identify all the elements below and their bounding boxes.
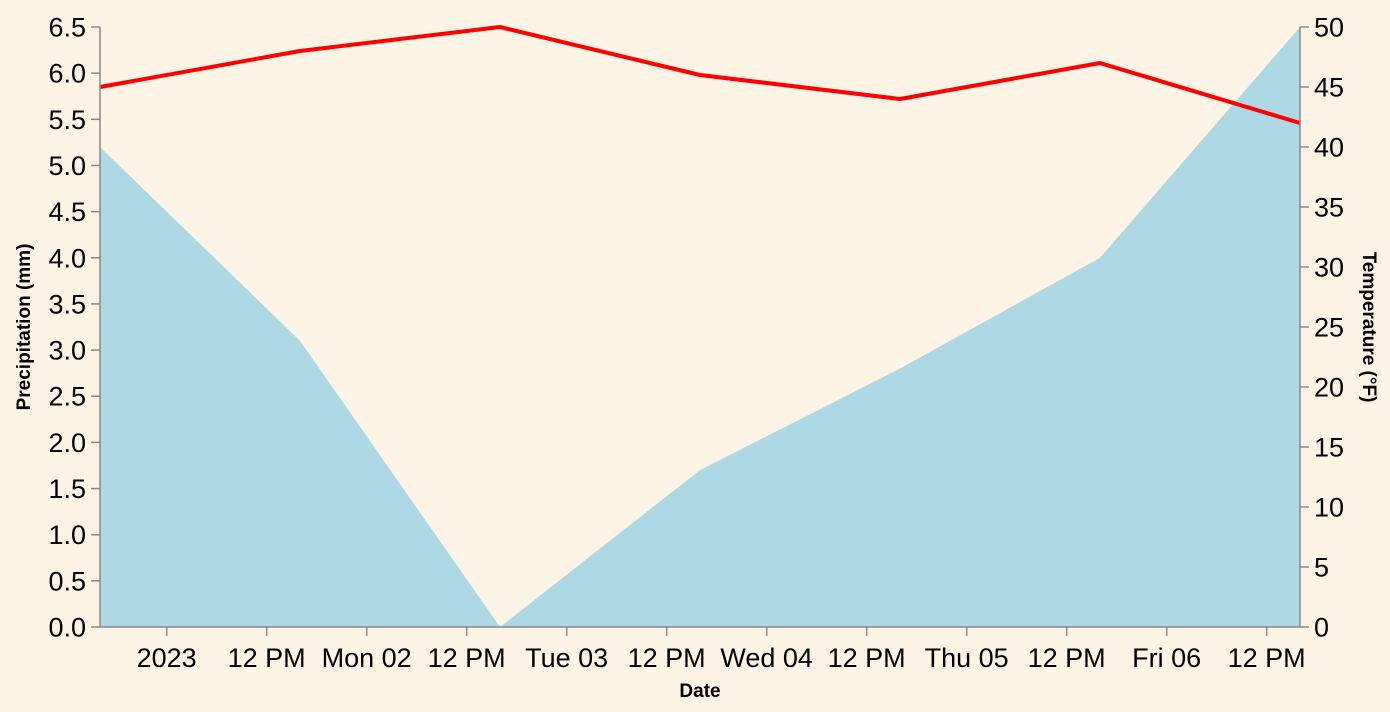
x-tick-label: 12 PM [428, 643, 506, 673]
left-y-tick-label: 3.5 [48, 289, 86, 319]
right-y-tick-label: 10 [1314, 493, 1344, 523]
x-tick-label: 2023 [137, 643, 197, 673]
left-y-tick-label: 3.0 [48, 336, 86, 366]
right-y-tick-label: 5 [1314, 553, 1329, 583]
temperature-line-layer [99, 25, 1301, 125]
right-y-tick-label: 0 [1314, 613, 1329, 643]
right-y-tick-label: 30 [1314, 253, 1344, 283]
left-y-axis-title: Precipitation (mm) [14, 244, 35, 411]
x-axis-title: Date [679, 681, 720, 702]
left-y-tick-label: 6.0 [48, 59, 86, 89]
left-y-tick-label: 1.0 [48, 520, 86, 550]
x-tick-label: Wed 04 [720, 643, 813, 673]
x-tick-label: 12 PM [1228, 643, 1306, 673]
temperature-line [99, 25, 1301, 125]
right-y-tick-label: 20 [1314, 373, 1344, 403]
x-tick-label: 12 PM [1028, 643, 1106, 673]
right-y-tick-label: 35 [1314, 193, 1344, 223]
precipitation-area [100, 27, 1300, 627]
right-y-tick-label: 50 [1314, 13, 1344, 43]
x-tick-label: 12 PM [828, 643, 906, 673]
left-y-tick-label: 2.0 [48, 428, 86, 458]
right-y-axis-title: Temperature (°F) [1358, 252, 1379, 403]
precipitation-area-layer [100, 27, 1300, 627]
left-y-tick-label: 6.5 [48, 13, 86, 43]
x-tick-label: Tue 03 [525, 643, 608, 673]
left-y-tick-label: 5.0 [48, 151, 86, 181]
right-y-tick-label: 45 [1314, 73, 1344, 103]
x-tick-label: Mon 02 [322, 643, 412, 673]
x-ticks: 2023 12 PM Mon 02 12 PM Tue 03 12 PM Wed 04 12 … [137, 627, 1306, 673]
left-y-tick-label: 0.0 [48, 613, 86, 643]
right-y-tick-label: 40 [1314, 133, 1344, 163]
left-y-tick-label: 5.5 [48, 105, 86, 135]
x-tick-label: Thu 05 [925, 643, 1009, 673]
right-y-tick-label: 15 [1314, 433, 1344, 463]
left-y-tick-label: 0.5 [48, 566, 86, 596]
left-y-tick-label: 1.5 [48, 474, 86, 504]
left-y-tick-label: 4.0 [48, 243, 86, 273]
right-y-ticks: 0 5 10 15 20 25 30 35 40 45 50 [1300, 13, 1344, 643]
left-y-tick-label: 4.5 [48, 197, 86, 227]
left-y-ticks: 0.0 0.5 1.0 1.5 2.0 2.5 3.0 3.5 4.0 4.5 5.0 5.5 6.0 6… [48, 13, 100, 643]
x-tick-label: 12 PM [628, 643, 706, 673]
left-y-tick-label: 2.5 [48, 382, 86, 412]
right-y-tick-label: 25 [1314, 313, 1344, 343]
x-tick-label: 12 PM [228, 643, 306, 673]
x-tick-label: Fri 06 [1132, 643, 1201, 673]
